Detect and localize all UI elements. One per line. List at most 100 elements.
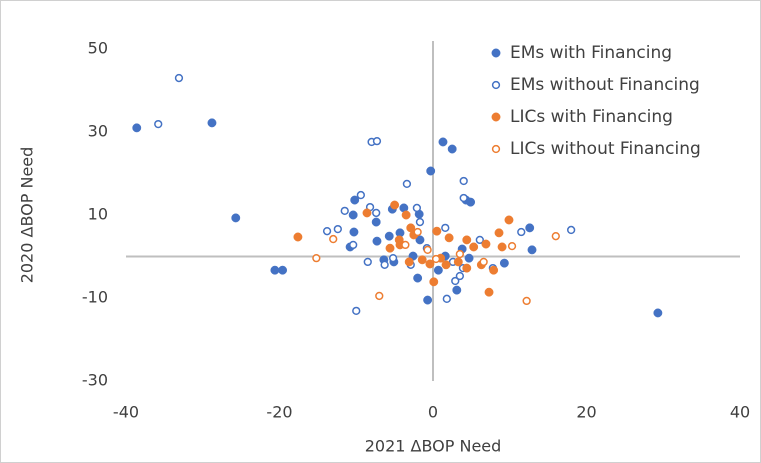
point <box>462 263 472 273</box>
x-tick-label: 20 <box>576 403 596 422</box>
point <box>469 242 479 252</box>
point <box>371 217 381 227</box>
point <box>426 166 436 176</box>
point <box>348 210 358 220</box>
point <box>462 235 472 245</box>
y-tick-label: 10 <box>88 205 108 224</box>
point <box>372 208 381 218</box>
x-axis-label: 2021 ΔBOP Need <box>365 437 502 456</box>
point <box>356 190 366 200</box>
point <box>431 254 441 264</box>
point <box>388 254 398 263</box>
point <box>479 257 488 267</box>
point <box>438 137 448 147</box>
point <box>494 228 504 238</box>
x-tick-label: -20 <box>266 403 292 422</box>
point <box>375 291 384 301</box>
point <box>459 193 468 203</box>
point <box>350 195 360 205</box>
point <box>231 213 241 223</box>
point <box>442 294 451 303</box>
point <box>433 265 443 275</box>
point <box>404 257 414 267</box>
point <box>401 240 410 250</box>
point <box>504 215 514 225</box>
legend-label: EMs without Financing <box>510 75 700 95</box>
point <box>551 232 560 241</box>
point <box>385 243 395 253</box>
point <box>349 227 359 237</box>
point <box>459 176 468 186</box>
point <box>372 236 382 246</box>
point <box>425 259 435 269</box>
point <box>653 308 663 318</box>
point <box>567 225 576 235</box>
point <box>413 227 422 237</box>
point <box>527 245 537 255</box>
point <box>444 233 454 243</box>
point <box>455 249 465 259</box>
point <box>497 242 507 252</box>
point <box>270 265 280 275</box>
point <box>402 179 412 189</box>
point <box>441 260 451 270</box>
legend-marker <box>491 80 501 90</box>
point <box>322 227 332 236</box>
point <box>475 235 484 245</box>
point <box>417 255 427 265</box>
point <box>413 273 423 283</box>
point <box>380 260 389 269</box>
point <box>401 210 411 220</box>
point <box>499 258 509 268</box>
y-axis-label: 2020 ΔBOP Need <box>18 147 37 284</box>
point <box>384 231 394 241</box>
point <box>466 197 476 207</box>
point <box>507 241 517 251</box>
point <box>453 257 463 267</box>
point <box>207 118 217 128</box>
point <box>489 265 499 275</box>
point <box>352 306 361 316</box>
point <box>415 235 425 245</box>
point <box>363 257 372 267</box>
y-tick-label: -30 <box>82 371 108 390</box>
legend-marker <box>491 48 501 58</box>
point <box>429 277 439 287</box>
point <box>132 123 142 133</box>
x-tick-label: -40 <box>113 403 139 422</box>
point <box>423 295 433 305</box>
point <box>340 206 349 216</box>
legend-marker <box>491 144 501 154</box>
y-tick-label: 30 <box>88 122 108 141</box>
point <box>447 144 457 154</box>
point <box>455 271 465 281</box>
point <box>415 217 425 227</box>
point <box>293 232 303 242</box>
point <box>349 240 358 250</box>
point <box>441 223 450 233</box>
point <box>390 200 400 210</box>
point <box>329 234 338 244</box>
point <box>517 227 526 237</box>
point <box>423 245 432 255</box>
legend-label: LICs without Financing <box>510 139 701 159</box>
legend-label: LICs with Financing <box>510 107 673 127</box>
point <box>481 239 491 249</box>
point <box>525 223 535 233</box>
point <box>452 285 462 295</box>
point <box>362 208 372 218</box>
point <box>522 296 531 306</box>
point <box>312 254 321 263</box>
point <box>484 287 494 297</box>
point <box>154 119 163 129</box>
point <box>333 224 342 234</box>
x-tick-label: 40 <box>730 403 750 422</box>
point <box>278 265 288 275</box>
point <box>394 235 404 245</box>
y-tick-label: -10 <box>82 288 108 307</box>
point <box>464 253 474 263</box>
point <box>432 226 442 236</box>
